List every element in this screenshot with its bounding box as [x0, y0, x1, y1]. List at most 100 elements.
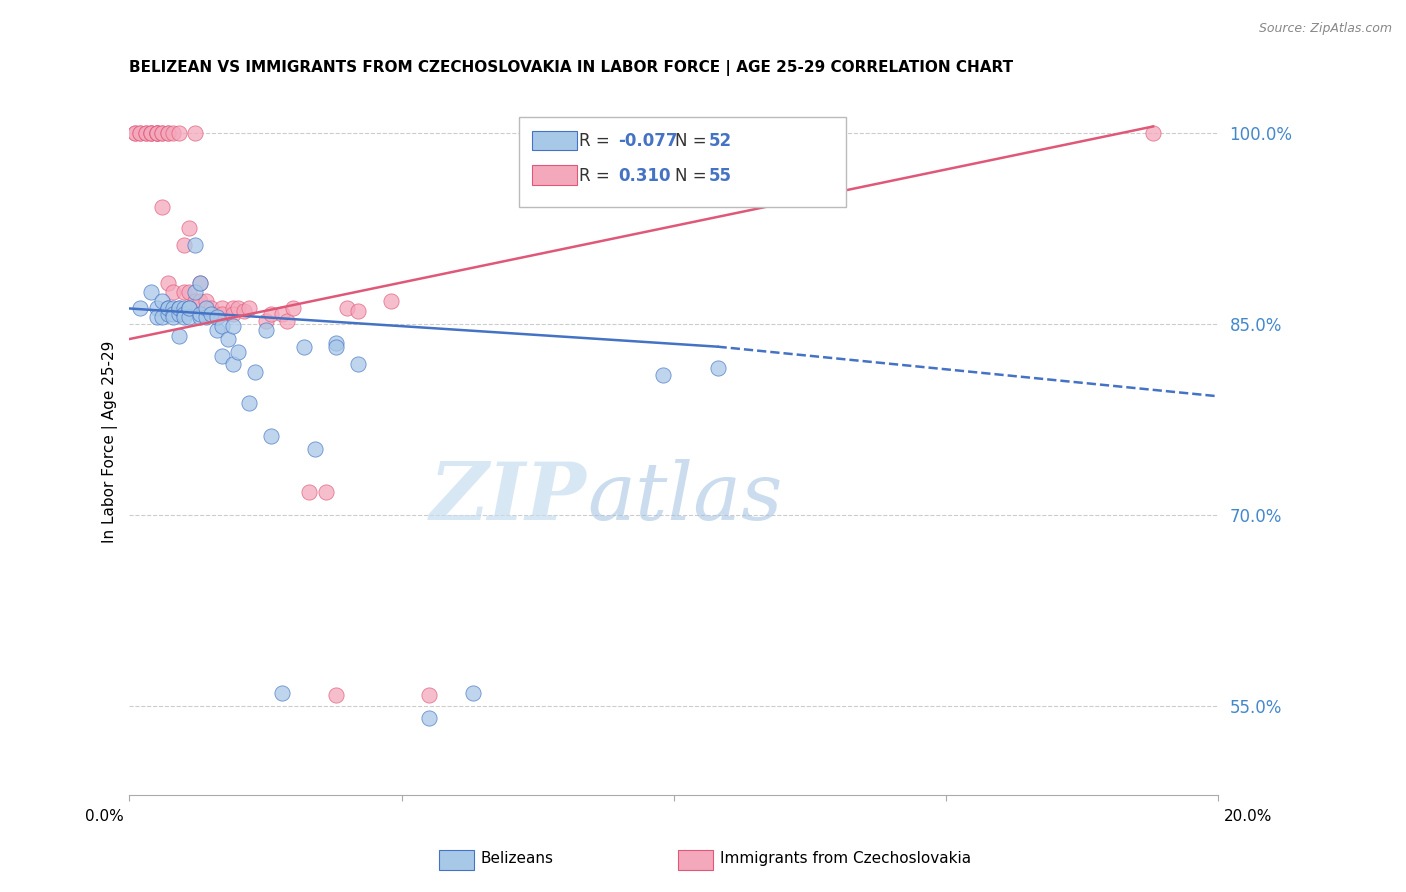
- Point: [222, 319, 245, 334]
- Point: [292, 340, 315, 354]
- Text: 55: 55: [709, 167, 731, 185]
- Point: [156, 276, 179, 290]
- Point: [706, 361, 728, 376]
- Point: [129, 126, 152, 140]
- Point: [179, 301, 201, 316]
- Point: [271, 686, 294, 700]
- Point: [162, 285, 184, 299]
- Point: [141, 285, 163, 299]
- Point: [325, 335, 347, 350]
- Point: [461, 686, 484, 700]
- Point: [173, 301, 195, 316]
- Point: [162, 301, 184, 316]
- Text: N =: N =: [675, 167, 711, 185]
- Point: [156, 126, 179, 140]
- Point: [254, 314, 277, 328]
- Point: [145, 126, 167, 140]
- Point: [167, 301, 190, 316]
- Point: [150, 310, 173, 325]
- Point: [156, 126, 179, 140]
- Point: [238, 395, 260, 409]
- Text: 0.0%: 0.0%: [86, 809, 124, 824]
- Point: [167, 126, 190, 140]
- Y-axis label: In Labor Force | Age 25-29: In Labor Force | Age 25-29: [103, 341, 118, 542]
- Point: [167, 307, 190, 321]
- Point: [179, 301, 201, 316]
- Point: [315, 484, 337, 499]
- Point: [418, 711, 440, 725]
- Point: [418, 689, 440, 703]
- Point: [380, 293, 402, 308]
- Point: [145, 301, 167, 316]
- Point: [184, 293, 207, 308]
- Point: [217, 332, 239, 346]
- Point: [205, 307, 228, 321]
- Text: -0.077: -0.077: [619, 132, 678, 151]
- Point: [254, 323, 277, 337]
- Point: [179, 221, 201, 235]
- Point: [211, 319, 233, 334]
- Point: [276, 314, 298, 328]
- Text: 0.310: 0.310: [619, 167, 671, 185]
- Point: [124, 126, 146, 140]
- Point: [200, 301, 222, 316]
- Point: [652, 368, 675, 382]
- Point: [188, 307, 211, 321]
- Point: [145, 126, 167, 140]
- Point: [228, 344, 250, 359]
- Point: [150, 126, 173, 140]
- Point: [1142, 126, 1164, 140]
- Point: [205, 310, 228, 325]
- Point: [232, 304, 254, 318]
- Point: [173, 310, 195, 325]
- Text: 20.0%: 20.0%: [1223, 809, 1272, 824]
- Point: [184, 285, 207, 299]
- Text: Belizeans: Belizeans: [481, 851, 554, 865]
- Point: [298, 484, 321, 499]
- Point: [194, 293, 217, 308]
- Point: [211, 301, 233, 316]
- Point: [156, 301, 179, 316]
- Point: [188, 276, 211, 290]
- Point: [304, 442, 326, 456]
- Point: [124, 126, 146, 140]
- Point: [156, 301, 179, 316]
- Point: [129, 126, 152, 140]
- Point: [145, 126, 167, 140]
- Point: [200, 307, 222, 321]
- Point: [167, 307, 190, 321]
- Point: [162, 310, 184, 325]
- Point: [325, 689, 347, 703]
- Point: [260, 307, 283, 321]
- Point: [336, 301, 359, 316]
- Point: [281, 301, 304, 316]
- Point: [156, 307, 179, 321]
- Point: [129, 301, 152, 316]
- Point: [135, 126, 157, 140]
- Point: [194, 310, 217, 325]
- Point: [162, 126, 184, 140]
- Point: [179, 285, 201, 299]
- Text: N =: N =: [675, 132, 711, 151]
- Text: R =: R =: [579, 167, 614, 185]
- Point: [222, 358, 245, 372]
- Point: [141, 126, 163, 140]
- Point: [211, 307, 233, 321]
- Point: [179, 310, 201, 325]
- Point: [194, 301, 217, 316]
- Point: [271, 307, 294, 321]
- Point: [145, 310, 167, 325]
- Point: [173, 237, 195, 252]
- Point: [188, 276, 211, 290]
- Point: [205, 323, 228, 337]
- Point: [173, 307, 195, 321]
- Text: Source: ZipAtlas.com: Source: ZipAtlas.com: [1258, 22, 1392, 36]
- Point: [222, 301, 245, 316]
- Point: [150, 126, 173, 140]
- Text: BELIZEAN VS IMMIGRANTS FROM CZECHOSLOVAKIA IN LABOR FORCE | AGE 25-29 CORRELATIO: BELIZEAN VS IMMIGRANTS FROM CZECHOSLOVAK…: [129, 60, 1014, 76]
- Point: [150, 200, 173, 214]
- Point: [167, 301, 190, 316]
- Point: [167, 329, 190, 343]
- Point: [141, 126, 163, 140]
- Text: atlas: atlas: [586, 459, 782, 537]
